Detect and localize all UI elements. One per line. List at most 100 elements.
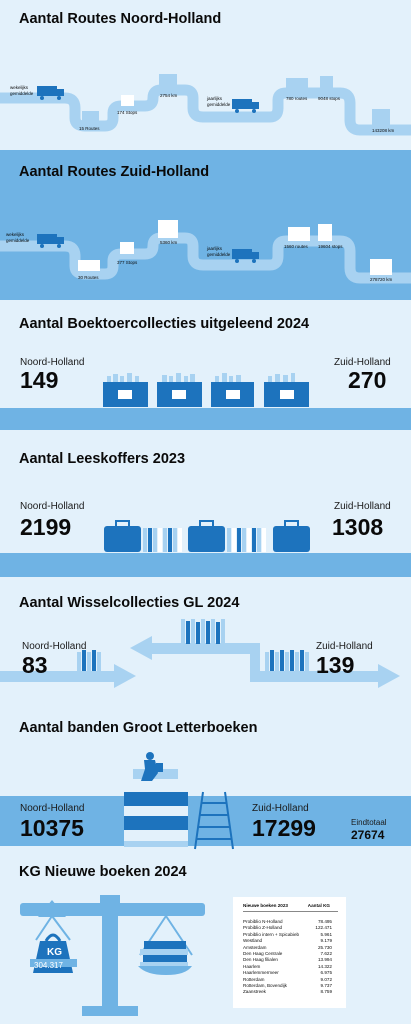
kg-row-value: 9.737 (320, 983, 333, 989)
kg-weight-label: KG (47, 947, 62, 958)
boektoer-section: Aantal Boektoercollecties uitgeleend 202… (0, 300, 411, 430)
nh-weekly-stops: 174 Stops (117, 110, 138, 115)
truck-icon-zh-weekly (37, 234, 64, 248)
zh-yearly-stops: 19604 stops (318, 244, 343, 249)
zh-weekly-label: wekelijks gemiddelde (6, 232, 30, 243)
kg-row-name: Westland (243, 938, 263, 944)
zh-yearly-label: jaarlijks gemiddelde (207, 246, 231, 257)
zh-weekly-stops: 377 Stops (117, 260, 138, 265)
kg-row-value: 78.495 (317, 919, 332, 924)
leeskoffers-nh-value: 2199 (20, 514, 72, 540)
kg-row-name: Den Haag filialen (243, 957, 278, 963)
groot-nh-label: Noord-Holland (20, 803, 85, 814)
table-row: Zaanstreek 8.759 (243, 989, 338, 995)
boektoer-title: Aantal Boektoercollecties uitgeleend 202… (19, 316, 310, 332)
kg-section: KG Nieuwe boeken 2024 KG 304.317 (0, 855, 411, 1024)
nh-yearly-km: 143208 km (372, 128, 395, 133)
ladder-icon (194, 791, 234, 850)
kg-row-value: 7.622 (320, 951, 333, 957)
wissel-arrows-icon (0, 619, 400, 688)
groot-section: Aantal banden Groot Letterboeken Noord-H… (0, 707, 411, 855)
kg-table: Nieuwe boeken 2023 Aantal KG Probiblio N… (233, 897, 346, 1008)
zh-yearly-routes: 1560 routes (284, 244, 308, 249)
leeskoffers-zh-label: Zuid-Holland (334, 501, 391, 512)
groot-zh-label: Zuid-Holland (252, 803, 309, 814)
nh-yearly-routes: 780 routes (286, 96, 308, 101)
zh-weekly-routes: 30 Routes (78, 275, 99, 280)
wissel-nh-label: Noord-Holland (22, 641, 87, 652)
kg-row-name: Den Haag Centrale (243, 951, 283, 957)
table-row: Probiblio N-Holland 78.495 (243, 919, 338, 925)
groot-nh-value: 10375 (20, 815, 84, 841)
book-stack-icon (0, 752, 411, 850)
leeskoffers-title: Aantal Leeskoffers 2023 (19, 451, 186, 467)
leeskoffers-nh-label: Noord-Holland (20, 501, 85, 512)
routes-zh-title: Aantal Routes Zuid-Holland (19, 164, 210, 180)
routes-nh-road (0, 74, 411, 136)
kg-row-name: Haarlemmermeer (243, 970, 279, 976)
truck-icon-zh-yearly (232, 249, 259, 263)
table-row: Rotterdam 9.072 (243, 977, 338, 983)
kg-row-name: Probiblio N-Holland (243, 919, 283, 924)
routes-nh-title: Aantal Routes Noord-Holland (19, 11, 222, 27)
kg-row-value: 9.072 (320, 976, 333, 982)
kg-row-name: Haarlem (243, 963, 261, 969)
wissel-zh-label: Zuid-Holland (316, 641, 373, 652)
book-crates-icon (0, 373, 411, 430)
kg-weight-value: 304.317 (34, 961, 63, 970)
kg-row-name: Rotterdam, Bovendijk (243, 983, 287, 989)
nh-weekly-routes: 15 Routes (79, 126, 100, 131)
kg-table-rows: Probiblio N-Holland 78.495 Probiblio Z-Hol… (243, 919, 338, 996)
kg-row-value: 9.179 (320, 938, 333, 944)
nh-yearly-stops: 9048 stops (318, 96, 341, 101)
kg-table-header: Nieuwe boeken 2023 Aantal KG (243, 903, 338, 912)
kg-table-header-col-1: Nieuwe boeken 2023 (243, 903, 288, 908)
table-row: Probiblio Z-Holland 122.471 (243, 925, 338, 931)
wissel-title: Aantal Wisselcollecties GL 2024 (19, 595, 240, 611)
kg-row-value: 8.759 (320, 989, 333, 995)
kg-row-value: 6.975 (320, 970, 333, 976)
reading-person-icon (141, 752, 163, 781)
boektoer-nh-label: Noord-Holland (20, 357, 85, 368)
table-row: Rotterdam, Bovendijk 9.737 (243, 983, 338, 989)
table-row: Haarlem 14.322 (243, 964, 338, 970)
table-row: Westland 9.179 (243, 938, 338, 944)
book-pile-icon (140, 941, 188, 968)
boektoer-nh-value: 149 (20, 367, 59, 393)
routes-zh-section: Aantal Routes Zuid-Holland wekelijks gem… (0, 150, 411, 300)
groot-total-label: Eindtotaal (351, 818, 387, 827)
wissel-zh-value: 139 (316, 652, 355, 678)
nh-yearly-label: jaarlijks gemiddelde (207, 96, 231, 107)
groot-title: Aantal banden Groot Letterboeken (19, 720, 258, 736)
kg-row-value: 14.322 (317, 963, 332, 969)
groot-total-value: 27674 (351, 828, 385, 842)
groot-zh-value: 17299 (252, 815, 316, 841)
table-row: Den Haag filialen 13.994 (243, 957, 338, 963)
leeskoffers-zh-value: 1308 (332, 514, 384, 540)
kg-row-value: 13.994 (317, 957, 332, 963)
table-row: Amsterdam 25.730 (243, 945, 338, 951)
leeskoffers-section: Aantal Leeskoffers 2023 Noord-Holland 21… (0, 430, 411, 577)
kg-weight-icon (30, 933, 77, 973)
wissel-nh-value: 83 (22, 652, 48, 678)
kg-row-name: Rotterdam (243, 976, 265, 982)
kg-row-value: 5.961 (320, 931, 333, 937)
routes-nh-section: Aantal Routes Noord-Holland wekelijks ge… (0, 0, 411, 150)
kg-row-name: Amsterdam (243, 944, 267, 950)
zh-weekly-km: 5360 km (160, 240, 178, 245)
table-row: Den Haag Centrale 7.622 (243, 951, 338, 957)
wissel-section: Aantal Wisselcollecties GL 2024 Noord-Ho… (0, 577, 411, 707)
kg-row-value: 122.471 (315, 925, 332, 931)
nh-weekly-km: 2754 km (160, 93, 178, 98)
kg-row-name: Probiblio Z-Holland (243, 925, 283, 931)
truck-icon-nh-yearly (232, 99, 259, 113)
kg-table-header-col-2: Aantal KG (307, 903, 330, 908)
kg-row-value: 25.730 (317, 944, 332, 950)
kg-row-name: Probiblio intern + Spicabieb (243, 931, 300, 937)
balance-scale-icon (20, 895, 205, 1016)
zh-yearly-km: 278720 km (370, 277, 393, 282)
kg-title: KG Nieuwe boeken 2024 (19, 864, 187, 880)
kg-row-name: Zaanstreek (243, 989, 266, 995)
routes-zh-road (0, 220, 411, 284)
table-row: Haarlemmermeer 6.975 (243, 970, 338, 976)
